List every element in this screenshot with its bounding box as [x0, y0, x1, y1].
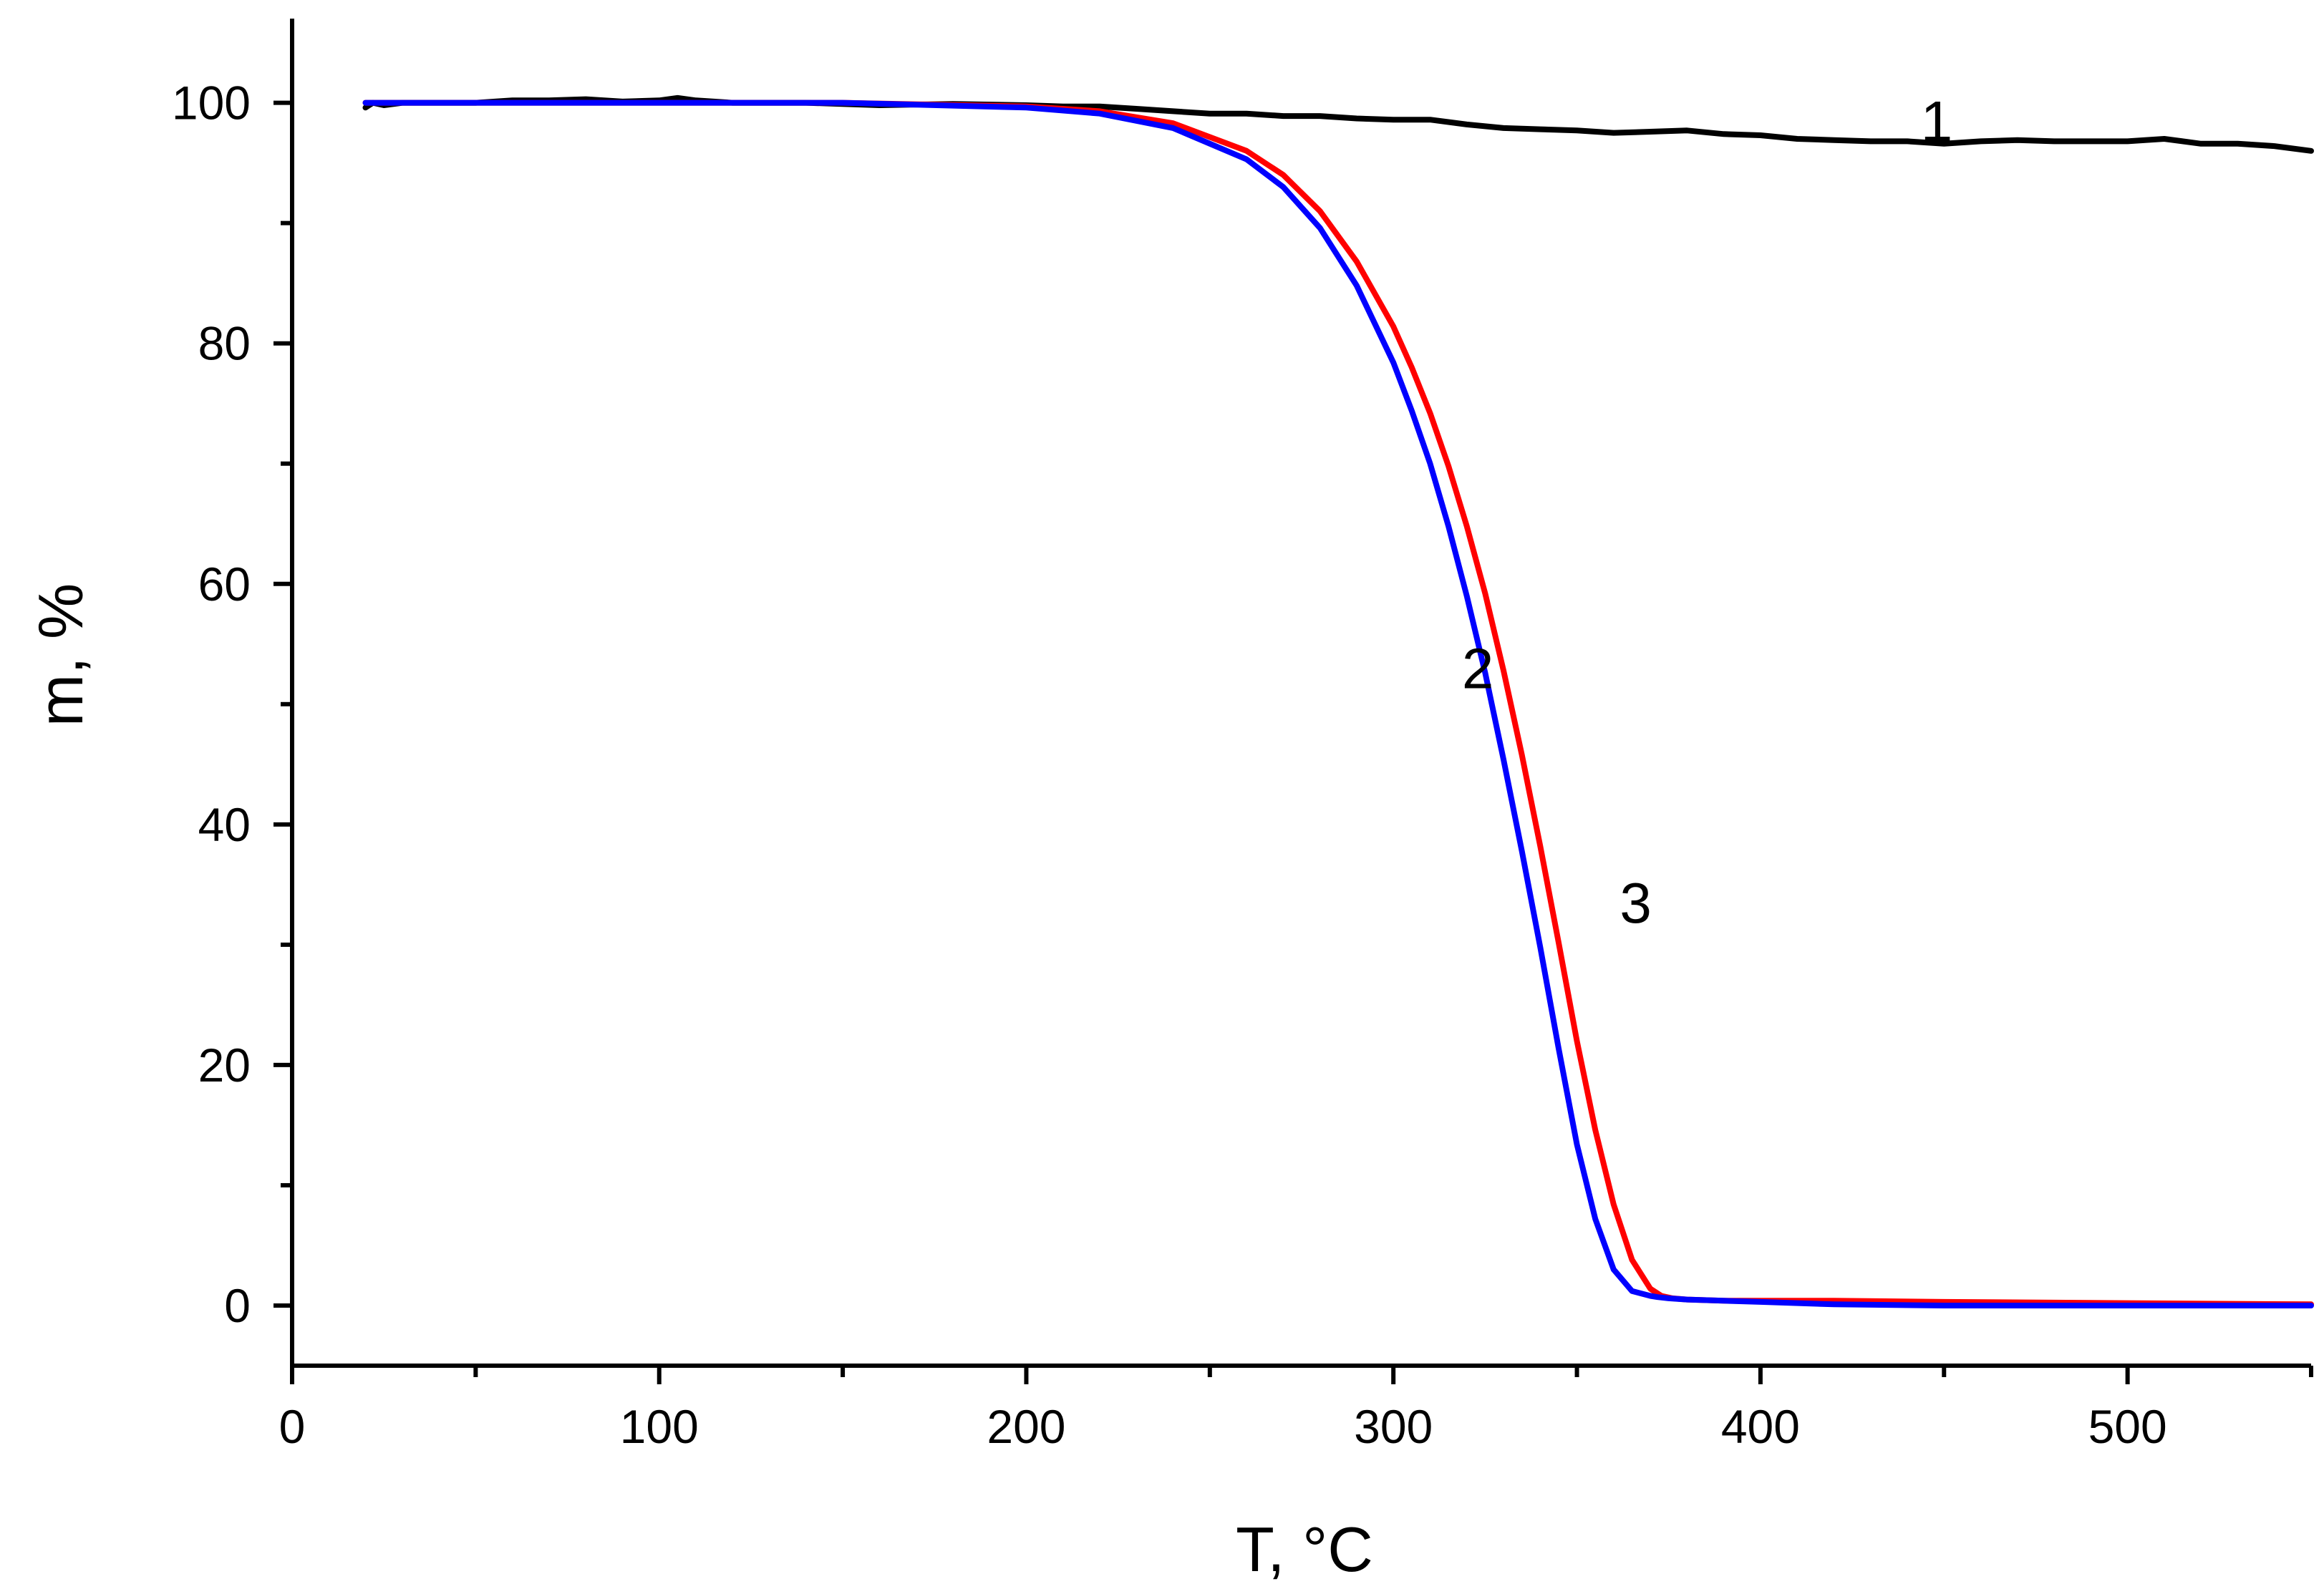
series-line-1 [362, 94, 2314, 154]
y-tick-label: 20 [198, 1039, 251, 1092]
x-tick-label: 500 [2088, 1400, 2167, 1453]
series-line-3 [362, 99, 2314, 1308]
x-tick-label: 100 [620, 1400, 699, 1453]
series-label-3: 3 [1619, 871, 1652, 935]
x-tick-label: 300 [1354, 1400, 1433, 1453]
y-tick-label: 100 [172, 77, 251, 130]
series-label-2: 2 [1462, 636, 1494, 700]
series-labels: 1 2 3 [1462, 89, 1952, 935]
x-axis-title: T, °C [1236, 1514, 1373, 1585]
axes: 0 100 200 300 400 500 0 20 40 60 80 100 [172, 19, 2313, 1453]
y-tick-label: 80 [198, 317, 251, 370]
series-line-2 [362, 99, 2314, 1308]
y-tick-label: 0 [224, 1279, 251, 1332]
y-tick-label: 40 [198, 798, 251, 851]
series-lines [362, 94, 2314, 1308]
y-tick-label: 60 [198, 558, 251, 611]
x-tick-label: 0 [279, 1400, 306, 1453]
y-axis-title: m, % [25, 583, 96, 726]
x-tick-label: 400 [1721, 1400, 1800, 1453]
series-label-1: 1 [1921, 89, 1953, 153]
x-tick-label: 200 [987, 1400, 1065, 1453]
